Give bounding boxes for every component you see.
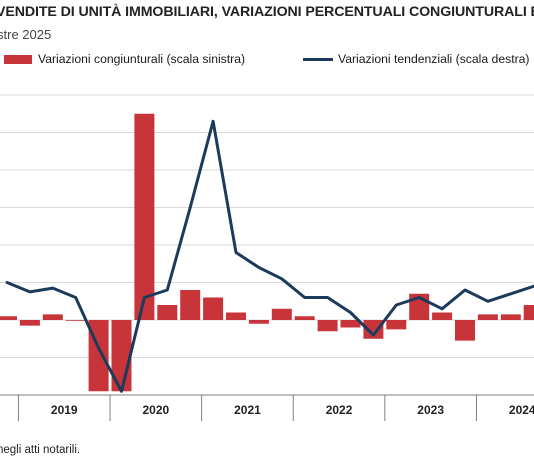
bar xyxy=(523,305,534,320)
bar xyxy=(65,320,86,321)
bar xyxy=(134,113,155,320)
legend-bar-swatch xyxy=(4,55,32,64)
x-tick-labels: 2019 2020 2021 2022 2023 2024 xyxy=(51,403,534,417)
legend-line-swatch xyxy=(303,58,333,61)
bar xyxy=(294,316,315,320)
grid-lines xyxy=(0,94,534,396)
bar xyxy=(386,320,407,330)
bar xyxy=(19,320,40,326)
bar xyxy=(455,320,475,341)
chart-subtitle: stre 2025 xyxy=(0,27,52,42)
x-axis xyxy=(0,394,534,421)
bar xyxy=(203,297,224,320)
bar xyxy=(340,320,361,328)
x-tick-label: 2024 xyxy=(509,403,534,417)
x-tick-label: 2019 xyxy=(51,403,78,417)
bar xyxy=(157,305,178,320)
series-line xyxy=(5,119,534,393)
x-tick-label: 2020 xyxy=(142,403,169,417)
bar xyxy=(500,314,521,320)
bar xyxy=(248,320,269,324)
line-series xyxy=(5,119,534,393)
bar xyxy=(180,290,201,320)
bar xyxy=(317,320,338,332)
x-tick-label: 2022 xyxy=(326,403,353,417)
bar xyxy=(271,308,292,320)
bar xyxy=(363,320,384,339)
bar-series xyxy=(0,113,534,392)
x-tick-label: 2023 xyxy=(417,403,444,417)
bar xyxy=(0,316,17,320)
bar xyxy=(432,312,453,320)
x-tick-label: 2021 xyxy=(234,403,261,417)
bar xyxy=(477,314,498,320)
bar xyxy=(226,312,246,320)
bar xyxy=(42,314,63,320)
chart-title: VENDITE DI UNITÀ IMMOBILIARI, VARIAZIONI… xyxy=(0,4,534,20)
legend-line-label: Variazioni tendenziali (scala destra) xyxy=(338,52,530,66)
source-note: negli atti notarili. xyxy=(0,444,81,456)
legend-bar-label: Variazioni congiunturali (scala sinistra… xyxy=(38,52,246,66)
